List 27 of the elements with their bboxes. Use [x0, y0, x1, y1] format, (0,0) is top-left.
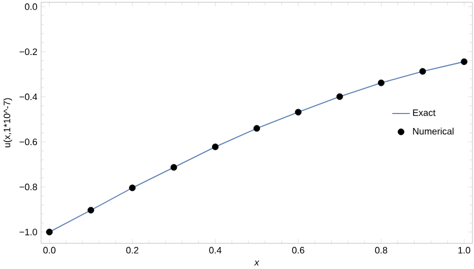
- point: [378, 80, 384, 86]
- x-tick-label: 0.4: [209, 246, 222, 254]
- point: [253, 125, 260, 132]
- point: [336, 93, 343, 100]
- x-tick-label: 0.2: [126, 246, 138, 254]
- point: [294, 108, 302, 116]
- y-tick-label: −0.4: [20, 94, 38, 100]
- point: [419, 68, 426, 75]
- y-tick-label: −0.2: [20, 48, 37, 56]
- y-axis-title: u(x,1*10^-7): [3, 98, 12, 148]
- point: [212, 144, 219, 150]
- point: [46, 228, 53, 236]
- y-tick-label: −0.6: [20, 138, 38, 146]
- y-tick-label: −1.0: [20, 228, 38, 236]
- x-tick-label: 1.0: [458, 246, 470, 254]
- x-axis-title: x: [254, 260, 260, 266]
- point: [88, 206, 94, 214]
- legend-label: Numerical: [413, 128, 454, 135]
- y-tick-label: −0.8: [20, 184, 38, 190]
- point: [170, 164, 178, 171]
- x-tick-label: 0.6: [292, 246, 304, 254]
- point: [460, 58, 468, 66]
- point: [129, 184, 136, 192]
- x-tick-label: 0.0: [43, 246, 56, 254]
- legend-label: Exact: [413, 110, 436, 116]
- x-tick-label: 0.8: [375, 246, 388, 254]
- y-tick-label: 0.0: [24, 3, 38, 10]
